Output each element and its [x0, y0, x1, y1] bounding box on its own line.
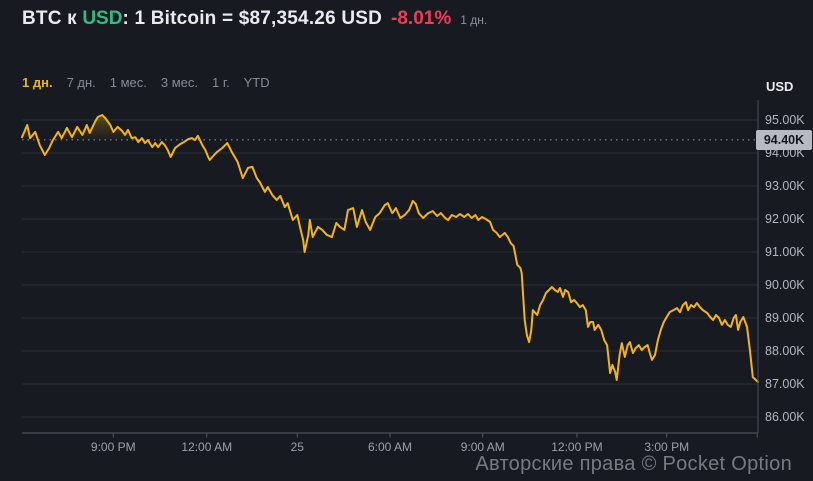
x-axis-label: 9:00 PM — [90, 440, 136, 454]
x-axis-label: 12:00 PM — [551, 440, 603, 454]
y-axis-label: 89.00K — [765, 311, 805, 325]
y-axis-label: 91.00K — [765, 245, 805, 259]
chart-header: BTC к USD : 1 Bitcoin = $87,354.26 USD -… — [22, 8, 487, 30]
y-axis-label: 87.00K — [765, 377, 805, 391]
x-axis-label: 6:00 AM — [367, 440, 413, 454]
above-close-area-fill — [22, 115, 200, 140]
price-summary-label: : 1 Bitcoin = $87,354.26 USD — [122, 8, 383, 29]
x-axis-label: 9:00 AM — [460, 440, 505, 454]
copyright-watermark: Авторские права © Pocket Option — [475, 453, 792, 475]
range-tab-7-дн-[interactable]: 7 дн. — [66, 75, 96, 90]
x-axis-label: 12:00 AM — [181, 440, 233, 454]
x-axis-label: 3:00 PM — [644, 440, 690, 454]
range-tab-1-дн-[interactable]: 1 дн. — [22, 75, 53, 90]
period-label: 1 дн. — [460, 13, 488, 27]
current-price-badge: 94.40K — [756, 129, 812, 150]
y-axis-label: 95.00K — [765, 113, 805, 127]
pair-quote-label: USD — [82, 8, 123, 29]
range-tab-ytd[interactable]: YTD — [243, 75, 270, 90]
y-axis-label: 92.00K — [765, 212, 805, 226]
pair-base-label: BTC — [22, 8, 62, 29]
y-axis-label: 88.00K — [765, 344, 805, 358]
y-axis-label: 90.00K — [765, 278, 805, 292]
axis-unit-label: USD — [766, 79, 794, 94]
y-axis-label: 86.00K — [765, 410, 805, 424]
range-tabs: 1 дн. 7 дн. 1 мес. 3 мес. 1 г. YTD — [22, 75, 284, 90]
pair-connector-label: к — [61, 8, 83, 29]
range-tab-3-мес-[interactable]: 3 мес. — [160, 75, 199, 90]
price-line-series — [21, 114, 759, 383]
range-tab-1-мес-[interactable]: 1 мес. — [109, 75, 147, 90]
x-axis-label: 25 — [290, 440, 304, 454]
y-axis-label: 93.00K — [765, 179, 805, 193]
range-tab-1-г-[interactable]: 1 г. — [212, 75, 230, 90]
price-change-label: -8.01% — [391, 8, 452, 29]
